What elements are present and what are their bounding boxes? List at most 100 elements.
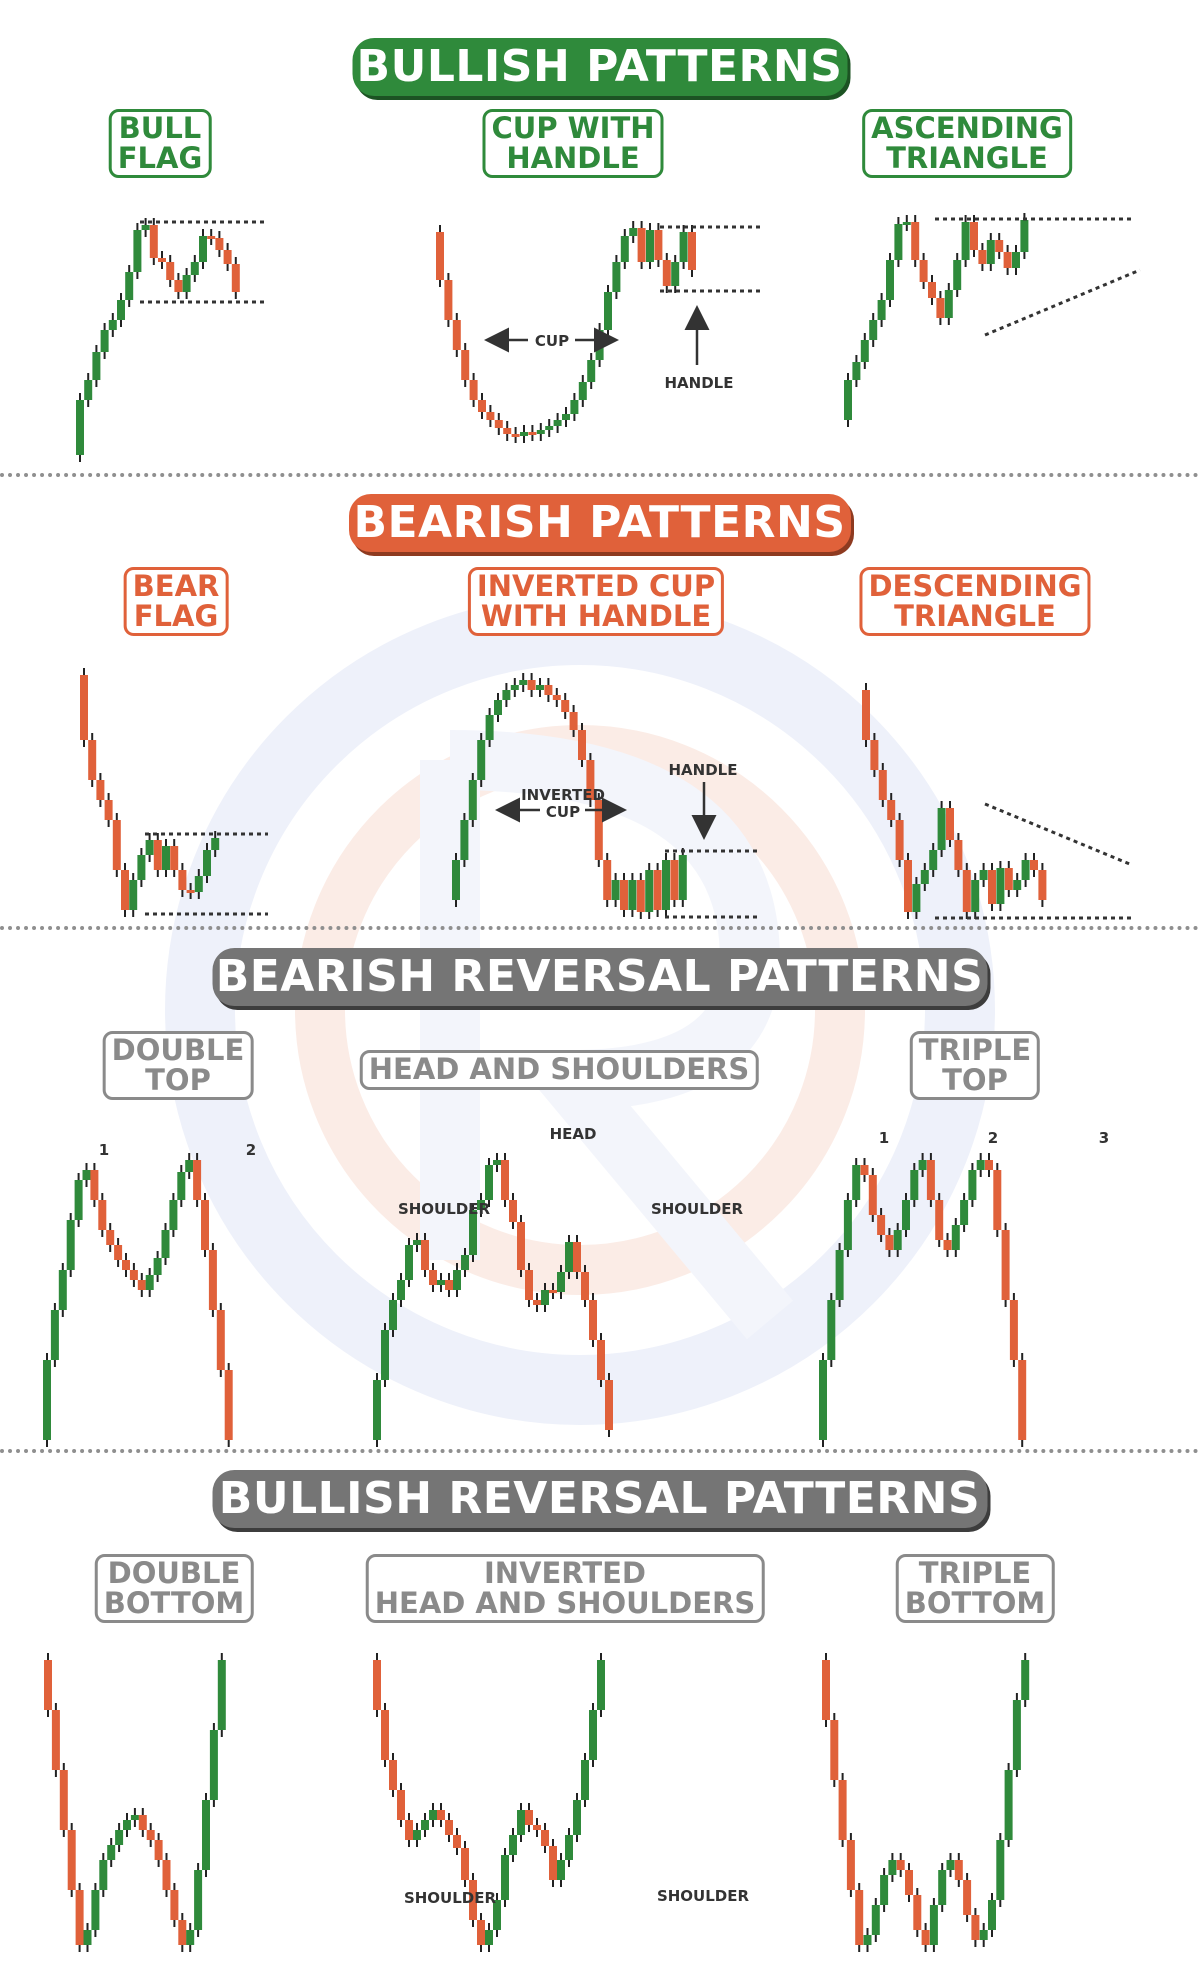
ascending-triangle-candle (860, 340, 869, 362)
head-shoulders-candle (533, 1300, 541, 1305)
inverted-hs-candle (477, 1920, 485, 1945)
head-shoulders-candle (405, 1245, 413, 1280)
triple-bottom-candle (1021, 1660, 1030, 1700)
double-bottom-candle (162, 1860, 171, 1890)
head-shoulders-candle (485, 1165, 493, 1200)
bull-flag-candle (223, 250, 232, 264)
bull-flag-candle (182, 275, 191, 292)
cup-handle-candle (461, 350, 470, 380)
section-title-bullish: BULLISH PATTERNS (352, 38, 847, 96)
inverted-cup-candle (620, 880, 628, 910)
double-bottom-candle (107, 1845, 116, 1860)
inverted-cup-candle (636, 880, 645, 912)
section-title-bearish: BEARISH PATTERNS (348, 494, 851, 552)
head-shoulders-candle (413, 1240, 421, 1245)
inverted-cup-annotation-line1: INVERTED (521, 786, 605, 804)
bull-flag-candle (117, 300, 125, 320)
cup-handle-candle (679, 232, 688, 262)
triple-top-candle (968, 1170, 977, 1200)
head-shoulders-candle (549, 1290, 557, 1293)
double-top-candle (43, 1360, 51, 1440)
descending-triangle-candle (996, 868, 1005, 904)
inverted-hs-candle (581, 1760, 589, 1800)
bull-flag-candle (133, 230, 142, 272)
section-title-bearish-reversal: BEARISH REVERSAL PATTERNS (212, 948, 987, 1006)
inverted-hs-candle (445, 1820, 453, 1835)
descending-triangle-candle (895, 820, 904, 860)
inverted-hs-candle (373, 1660, 381, 1710)
cup-handle-candle (629, 228, 638, 236)
inverted-cup-candle (536, 685, 544, 690)
ascending-triangle-candle (919, 260, 928, 282)
inverted-cup-candle (662, 860, 670, 910)
double-top-candle (161, 1230, 170, 1258)
inverted-hs-candle (525, 1810, 533, 1825)
cup-annotation: CUP (535, 332, 569, 350)
inverted-cup-candle (460, 820, 469, 860)
triple-bottom-candle (946, 1860, 955, 1870)
double-top-candle (153, 1258, 162, 1275)
inverted-cup-candle (594, 800, 603, 860)
inverted-cup-candle (678, 855, 687, 900)
descending-triangle-candle (954, 840, 963, 870)
head-shoulders-candle (605, 1380, 613, 1430)
divider-2 (0, 926, 1199, 930)
cup-handle-candle (553, 420, 562, 426)
triple-top-candle (951, 1225, 960, 1250)
descending-triangle-candle (878, 770, 887, 800)
double-top-candle (193, 1160, 202, 1200)
label-inverted-cup-with-handle: INVERTED CUP WITH HANDLE (467, 567, 725, 637)
label-cup-with-handle: CUP WITH HANDLE (482, 109, 664, 179)
bull-flag-candle (199, 236, 207, 262)
inverted-cup-candle (494, 700, 502, 715)
double-top-candle (145, 1275, 154, 1290)
double-top-candle (50, 1310, 59, 1360)
head-shoulders-candle (597, 1340, 605, 1380)
descending-triangle-candle (904, 860, 912, 912)
triple-bottom-candle (855, 1890, 864, 1945)
descending-triangle-candle (1013, 880, 1022, 890)
inverted-hs-candle (541, 1830, 549, 1846)
bear-flag-candle (186, 890, 195, 893)
inverted-hs-candle (413, 1830, 421, 1840)
triple-top-candle (885, 1235, 894, 1250)
double-top-candle (58, 1270, 67, 1310)
double-bottom-candle (178, 1920, 187, 1945)
double-bottom-candle (217, 1660, 226, 1730)
inverted-hs-candle (565, 1835, 573, 1860)
ascending-triangle-candle (1020, 220, 1029, 252)
triple-top-candle (943, 1240, 952, 1250)
bear-flag-candle (153, 840, 162, 870)
head-shoulders-candle (565, 1242, 573, 1272)
inverted-cup-candle (477, 740, 486, 780)
descending-triangle-candle (870, 740, 879, 770)
head-shoulders-candle (517, 1222, 525, 1270)
triple-top-candle (993, 1170, 1002, 1230)
double-top-candle (114, 1245, 123, 1260)
triple-bottom-candle (830, 1720, 839, 1780)
double-top-candle (224, 1370, 233, 1440)
head-shoulders-candle (477, 1200, 485, 1210)
head-shoulders-candle (501, 1160, 509, 1200)
ascending-triangle-candle (869, 320, 878, 340)
bear-flag-candle (137, 855, 146, 880)
double-top-candle (129, 1270, 138, 1280)
cup-handle-candle (587, 360, 596, 382)
triple-top-candle (852, 1165, 861, 1200)
label-triple-bottom: TRIPLE BOTTOM (895, 1554, 1055, 1624)
triple-top-candle (1018, 1360, 1027, 1440)
cup-handle-candle (595, 330, 604, 360)
ascending-triangle-candle (911, 222, 920, 260)
head-shoulders-candle (469, 1210, 477, 1255)
triple-bottom-candle (822, 1660, 830, 1720)
bear-flag-candle (211, 838, 220, 850)
triple-bottom-candle (979, 1930, 988, 1940)
label-double-top: DOUBLE TOP (102, 1031, 254, 1101)
inverted-hs-candle (453, 1835, 461, 1848)
double-bottom-candle (138, 1815, 147, 1830)
triple-bottom-candle (938, 1870, 947, 1905)
head-shoulders-candle (397, 1280, 405, 1300)
triple-bottom-candle (905, 1870, 913, 1895)
bear-flag-candle (194, 876, 203, 892)
inverted-hs-candle (557, 1860, 565, 1880)
